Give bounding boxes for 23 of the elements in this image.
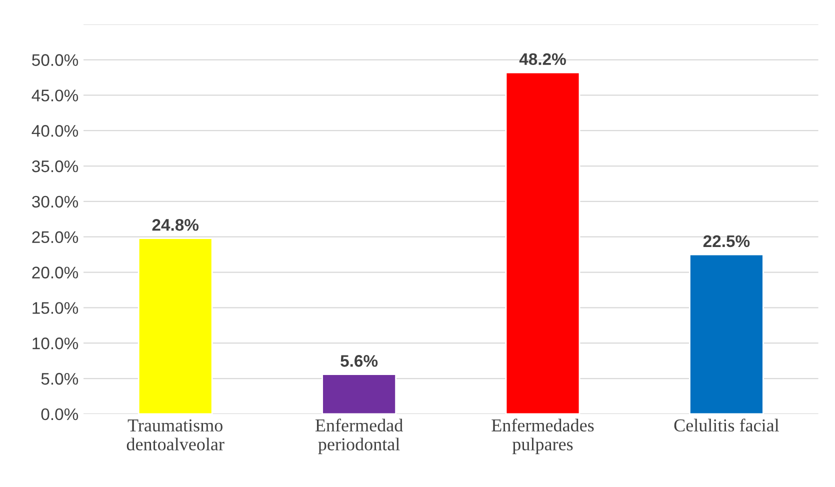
y-tick-label: 10.0% — [32, 338, 78, 350]
y-tick-label: 15.0% — [32, 302, 78, 314]
data-label: 24.8% — [152, 219, 199, 231]
x-tick-label: Celulitis facial — [674, 418, 779, 432]
y-tick-label: 5.0% — [41, 372, 78, 385]
x-tick-label: Enfermedad periodontal — [315, 418, 403, 454]
y-tick-label: 35.0% — [32, 160, 78, 172]
y-tick-label: 0.0% — [41, 408, 78, 420]
y-tick-label: 20.0% — [32, 266, 78, 278]
data-label: 5.6% — [340, 355, 378, 367]
bar — [138, 238, 213, 414]
y-tick-label: 50.0% — [32, 54, 78, 66]
data-label: 22.5% — [703, 235, 750, 248]
bar — [689, 254, 764, 414]
y-tick-label: 25.0% — [32, 231, 78, 244]
y-tick-label: 45.0% — [32, 90, 78, 102]
x-tick-label: Enfermedades pulpares — [492, 418, 594, 454]
y-tick-label: 30.0% — [32, 196, 78, 208]
bar — [505, 72, 580, 414]
bar — [322, 374, 396, 414]
y-tick-label: 40.0% — [32, 125, 78, 137]
data-label: 48.2% — [519, 53, 566, 66]
x-tick-label: Traumatismo dentoalveolar — [126, 419, 224, 450]
